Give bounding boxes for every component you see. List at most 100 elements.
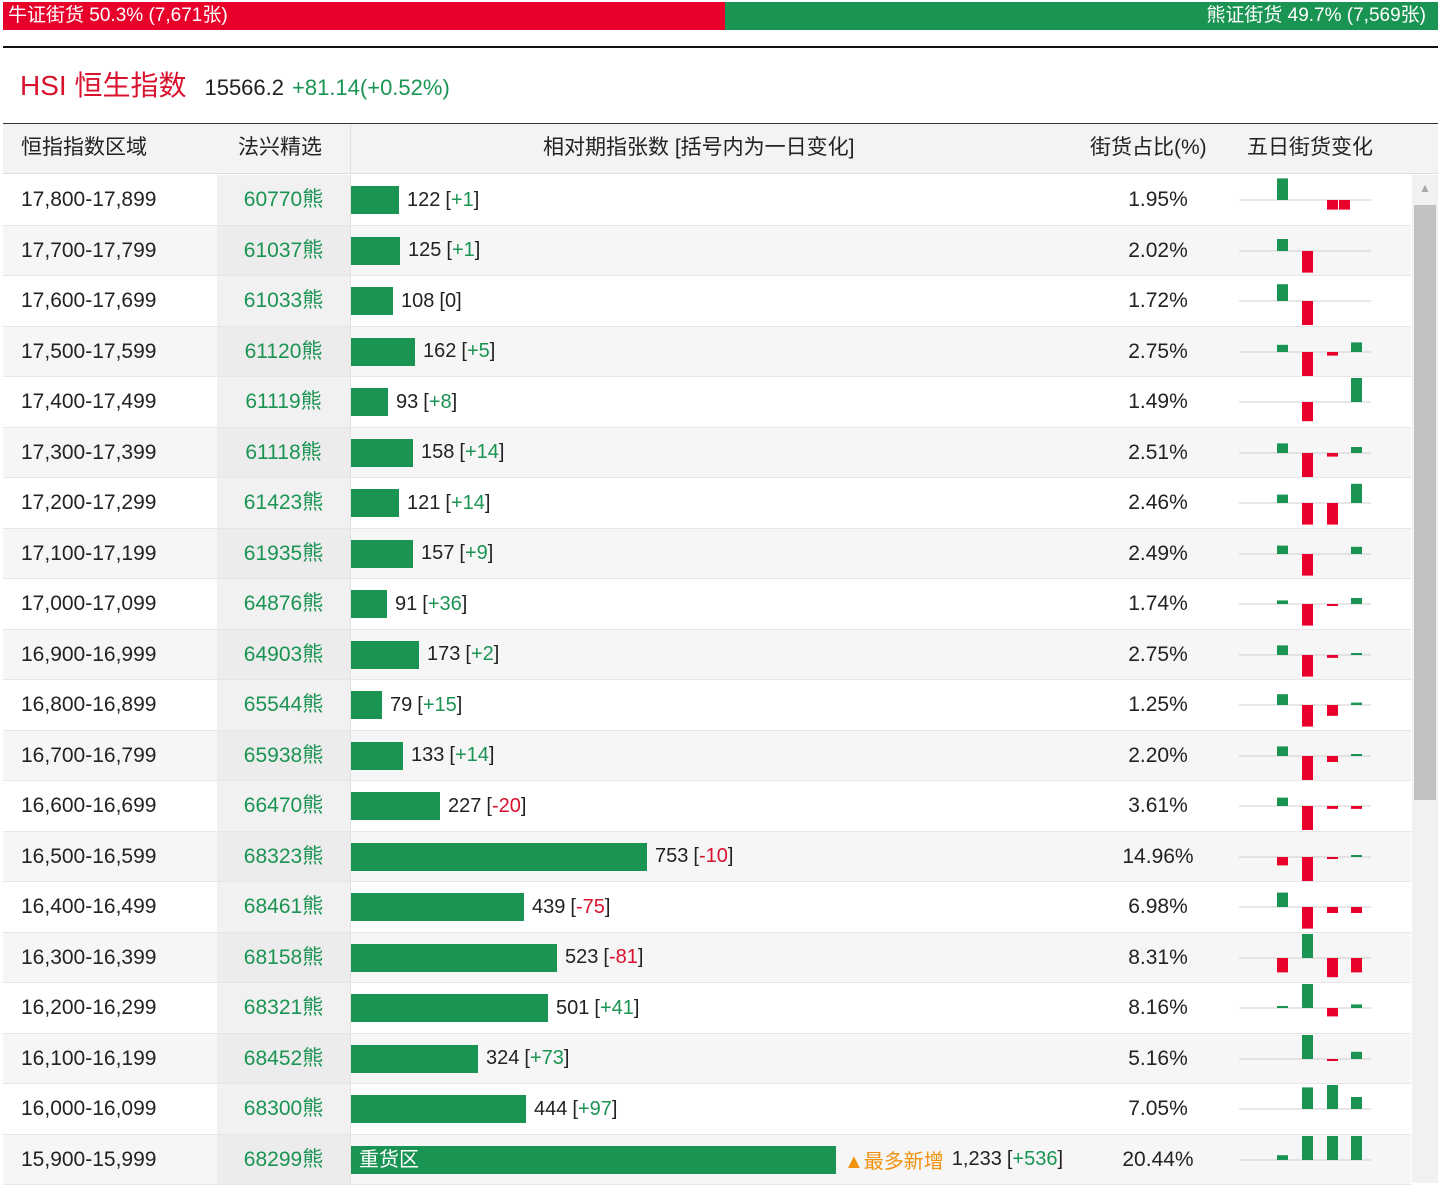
scroll-up-arrow-icon[interactable]: ▲ bbox=[1412, 175, 1438, 201]
warrant-cell: 61119熊 bbox=[217, 377, 350, 427]
warrant-link[interactable]: 60770熊 bbox=[217, 175, 350, 225]
trend-bar bbox=[1327, 857, 1338, 859]
distribution-bar bbox=[351, 237, 400, 265]
bull-label: 牛证街货 bbox=[8, 5, 84, 26]
count-value: 227 bbox=[448, 795, 481, 818]
distribution-cell: 125[+1] bbox=[351, 237, 480, 265]
distribution-bar bbox=[351, 742, 403, 770]
trend-bar bbox=[1351, 447, 1362, 453]
five-day-trend-chart bbox=[1237, 327, 1377, 377]
warrant-link[interactable]: 61119熊 bbox=[217, 377, 350, 427]
warrant-cell: 61120熊 bbox=[217, 327, 350, 377]
distribution-cell: 324[+73] bbox=[351, 1045, 569, 1073]
percentage-cell: 5.16% bbox=[1093, 1034, 1223, 1084]
percentage-cell: 8.31% bbox=[1093, 933, 1223, 983]
range-cell: 16,400-16,499 bbox=[21, 882, 156, 932]
five-day-trend-chart bbox=[1237, 882, 1377, 932]
header-five-day-trend: 五日街货变化 bbox=[1247, 124, 1373, 172]
warrant-link[interactable]: 61423熊 bbox=[217, 478, 350, 528]
warrant-link[interactable]: 68300熊 bbox=[217, 1084, 350, 1134]
warrant-link[interactable]: 61033熊 bbox=[217, 276, 350, 326]
five-day-trend-chart bbox=[1237, 428, 1377, 478]
trend-bar bbox=[1327, 1059, 1338, 1061]
warrant-link[interactable]: 65938熊 bbox=[217, 731, 350, 781]
trend-bar bbox=[1351, 703, 1362, 705]
scrollbar-thumb[interactable] bbox=[1414, 205, 1436, 800]
warrant-link[interactable]: 61037熊 bbox=[217, 226, 350, 276]
warrant-link[interactable]: 61118熊 bbox=[217, 428, 350, 478]
trend-bar bbox=[1302, 251, 1313, 273]
warrant-link[interactable]: 68452熊 bbox=[217, 1034, 350, 1084]
daily-change: [+15] bbox=[417, 694, 462, 717]
trend-bar bbox=[1302, 1087, 1313, 1109]
five-day-trend-chart bbox=[1237, 1084, 1377, 1134]
percentage-cell: 2.49% bbox=[1093, 529, 1223, 579]
warrant-cell: 61118熊 bbox=[217, 428, 350, 478]
warrant-link[interactable]: 61120熊 bbox=[217, 327, 350, 377]
trend-bar bbox=[1277, 958, 1288, 972]
trend-bar bbox=[1277, 1155, 1288, 1160]
trend-bar bbox=[1351, 754, 1362, 756]
daily-change: [+41] bbox=[594, 997, 639, 1020]
count-value: 121 bbox=[407, 492, 440, 515]
range-cell: 17,000-17,099 bbox=[21, 579, 156, 629]
trend-bar bbox=[1277, 645, 1288, 655]
trend-bar bbox=[1302, 934, 1313, 958]
range-cell: 17,800-17,899 bbox=[21, 175, 156, 225]
trend-bar bbox=[1302, 352, 1313, 376]
trend-bar bbox=[1277, 344, 1288, 351]
daily-change-value: +73 bbox=[530, 1047, 564, 1069]
most-added-badge: ▲最多新增 bbox=[844, 1145, 944, 1174]
count-value: 173 bbox=[427, 643, 460, 666]
warrant-link[interactable]: 68299熊 bbox=[217, 1135, 350, 1185]
warrant-link[interactable]: 68461熊 bbox=[217, 882, 350, 932]
percentage-cell: 2.46% bbox=[1093, 478, 1223, 528]
percentage-cell: 6.98% bbox=[1093, 882, 1223, 932]
count-value: 501 bbox=[556, 997, 589, 1020]
warrant-link[interactable]: 64903熊 bbox=[217, 630, 350, 680]
daily-change-value: +14 bbox=[451, 492, 485, 514]
warrant-link[interactable]: 61935熊 bbox=[217, 529, 350, 579]
trend-bar bbox=[1327, 352, 1338, 356]
daily-change-value: +1 bbox=[452, 239, 475, 261]
warrant-link[interactable]: 68323熊 bbox=[217, 832, 350, 882]
warrant-cell: 61033熊 bbox=[217, 276, 350, 326]
warrant-link[interactable]: 66470熊 bbox=[217, 781, 350, 831]
count-value: 753 bbox=[655, 845, 688, 868]
distribution-bar: 重货区 bbox=[351, 1146, 836, 1174]
index-value: 15566.2 bbox=[204, 75, 284, 101]
trend-bar bbox=[1327, 705, 1338, 716]
index-name: HSI 恒生指数 bbox=[20, 64, 186, 104]
warrant-cell: 64876熊 bbox=[217, 579, 350, 629]
warrant-link[interactable]: 68158熊 bbox=[217, 933, 350, 983]
trend-bar bbox=[1351, 598, 1362, 604]
warrant-link[interactable]: 68321熊 bbox=[217, 983, 350, 1033]
table-header: 恒指指数区域 法兴精选 相对期指张数 [括号内为一日变化] 街货占比(%) 五日… bbox=[3, 124, 1438, 174]
vertical-scrollbar[interactable]: ▲ bbox=[1412, 175, 1438, 1183]
daily-change: [+2] bbox=[465, 643, 499, 666]
distribution-cell: 91[+36] bbox=[351, 590, 467, 618]
distribution-bar bbox=[351, 792, 440, 820]
trend-bar bbox=[1302, 453, 1313, 477]
warrant-link[interactable]: 64876熊 bbox=[217, 579, 350, 629]
distribution-bar bbox=[351, 691, 382, 719]
daily-change: [-10] bbox=[693, 845, 733, 868]
daily-change-value: +5 bbox=[467, 340, 490, 362]
distribution-cell: 121[+14] bbox=[351, 489, 490, 517]
distribution-cell: 108[0] bbox=[351, 287, 462, 315]
distribution-bar bbox=[351, 287, 393, 315]
five-day-trend-chart bbox=[1237, 1034, 1377, 1084]
trend-bar bbox=[1302, 1035, 1313, 1059]
daily-change-value: -75 bbox=[576, 896, 605, 918]
warrant-link[interactable]: 65544熊 bbox=[217, 680, 350, 730]
range-cell: 16,300-16,399 bbox=[21, 933, 156, 983]
distribution-bar bbox=[351, 1095, 526, 1123]
trend-bar bbox=[1327, 958, 1338, 977]
warrant-cell: 64903熊 bbox=[217, 630, 350, 680]
trend-bar bbox=[1277, 798, 1288, 806]
percentage-cell: 2.20% bbox=[1093, 731, 1223, 781]
